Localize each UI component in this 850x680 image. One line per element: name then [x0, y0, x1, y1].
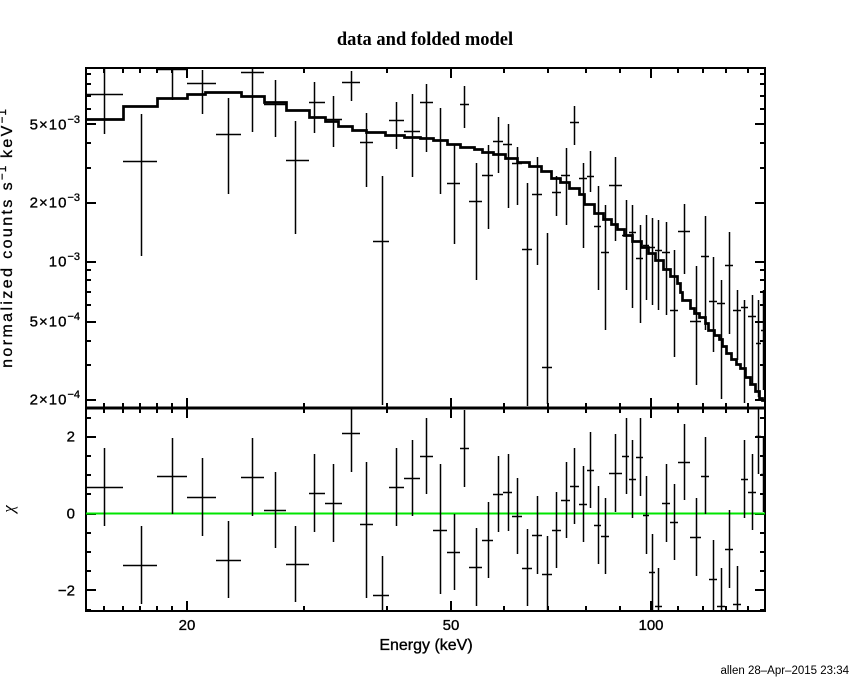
svg-text:0: 0: [67, 506, 75, 523]
svg-text:50: 50: [443, 617, 460, 634]
svg-text:100: 100: [638, 617, 663, 634]
svg-text:5×10−3: 5×10−3: [30, 114, 80, 134]
svg-text:allen 28–Apr–2015 23:34: allen 28–Apr–2015 23:34: [720, 665, 849, 677]
svg-text:normalized counts s−1 keV−1: normalized counts s−1 keV−1: [0, 108, 16, 368]
svg-text:Energy (keV): Energy (keV): [379, 637, 472, 654]
svg-text:−2: −2: [58, 582, 75, 599]
svg-text:data and folded model: data and folded model: [337, 30, 513, 50]
svg-text:20: 20: [179, 617, 196, 634]
svg-text:χ: χ: [0, 505, 18, 515]
svg-text:2: 2: [67, 429, 75, 446]
